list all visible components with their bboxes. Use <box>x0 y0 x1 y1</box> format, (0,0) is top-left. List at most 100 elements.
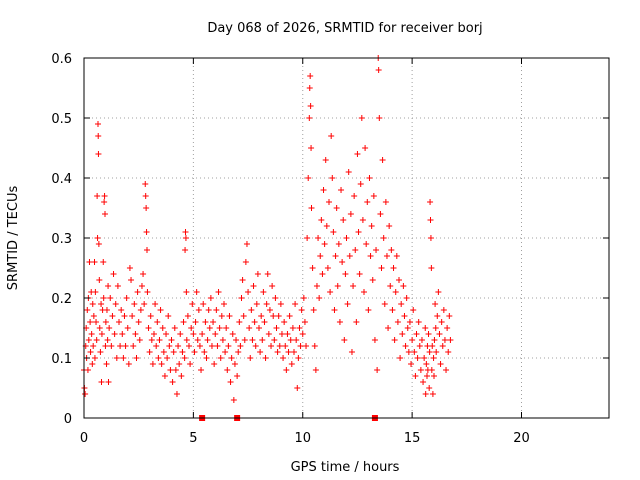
data-point <box>205 307 212 313</box>
data-point <box>429 391 436 397</box>
data-point <box>192 319 199 325</box>
data-point <box>98 301 105 307</box>
data-point <box>202 319 209 325</box>
data-point <box>333 205 340 211</box>
data-point <box>229 331 236 337</box>
data-point <box>298 307 305 313</box>
data-point <box>416 343 423 349</box>
data-point <box>265 331 272 337</box>
data-point <box>250 283 257 289</box>
data-point <box>246 325 253 331</box>
data-point <box>345 169 352 175</box>
data-point <box>143 229 150 235</box>
data-point <box>258 313 265 319</box>
data-point <box>344 301 351 307</box>
data-point <box>129 313 136 319</box>
data-point <box>393 253 400 259</box>
data-point <box>170 349 177 355</box>
data-point <box>114 283 121 289</box>
data-point <box>319 271 326 277</box>
data-point <box>206 325 213 331</box>
data-point <box>256 325 262 331</box>
data-point <box>315 235 322 241</box>
data-point <box>164 355 171 361</box>
data-point <box>231 361 238 367</box>
data-point <box>377 211 384 217</box>
data-point <box>89 301 96 307</box>
data-point <box>307 73 314 79</box>
data-point <box>380 235 387 241</box>
data-point <box>331 307 338 313</box>
data-point <box>253 301 260 307</box>
data-point <box>397 355 404 361</box>
data-point <box>144 247 150 253</box>
data-point <box>132 331 139 337</box>
data-point <box>426 349 433 355</box>
data-point <box>336 319 343 325</box>
data-point <box>433 349 440 355</box>
data-point <box>105 283 112 289</box>
data-point <box>427 199 434 205</box>
data-point <box>423 361 430 367</box>
data-point <box>385 325 392 331</box>
data-point <box>194 337 201 343</box>
x-tick-label: 15 <box>404 431 421 446</box>
data-point <box>95 241 102 247</box>
data-point <box>371 337 378 343</box>
data-point <box>431 373 437 379</box>
data-point <box>335 241 342 247</box>
data-point <box>374 367 381 373</box>
grid-lines <box>84 58 609 418</box>
data-point <box>273 325 280 331</box>
data-point <box>399 331 406 337</box>
data-point <box>291 349 297 355</box>
data-point <box>149 361 156 367</box>
data-point <box>91 355 98 361</box>
data-point <box>234 373 241 379</box>
data-point <box>357 181 364 187</box>
data-point <box>271 337 278 343</box>
data-point <box>163 331 170 337</box>
data-point <box>340 217 347 223</box>
data-point <box>387 283 394 289</box>
data-point <box>288 361 295 367</box>
data-point <box>322 157 329 163</box>
data-point <box>225 343 232 349</box>
data-point <box>284 331 291 337</box>
data-point <box>100 295 107 301</box>
data-point <box>263 301 270 307</box>
data-point <box>417 367 424 373</box>
data-point <box>348 349 355 355</box>
data-point <box>400 283 407 289</box>
data-point <box>364 199 371 205</box>
data-point <box>339 259 346 265</box>
data-point <box>447 337 454 343</box>
data-point <box>406 319 413 325</box>
data-point <box>217 355 224 361</box>
data-point <box>361 289 367 295</box>
data-point <box>303 343 310 349</box>
data-point <box>118 307 125 313</box>
data-point <box>353 319 360 325</box>
y-axis-label: SRMTID / TECUs <box>6 186 21 291</box>
chart-title: Day 068 of 2026, SRMTID for receiver bor… <box>207 21 482 36</box>
data-point <box>282 343 289 349</box>
data-point <box>121 313 128 319</box>
data-point <box>89 361 96 367</box>
data-point <box>177 331 184 337</box>
data-point <box>276 343 283 349</box>
data-point <box>427 217 434 223</box>
data-point <box>182 229 189 235</box>
data-point <box>368 223 375 229</box>
data-point <box>222 349 229 355</box>
data-point <box>227 379 234 385</box>
data-point <box>91 259 98 265</box>
data-point <box>252 343 259 349</box>
data-point <box>145 325 152 331</box>
data-point <box>104 337 111 343</box>
data-point <box>375 67 382 73</box>
data-point <box>144 289 151 295</box>
data-point <box>338 187 345 193</box>
data-point <box>98 331 105 337</box>
data-point <box>287 337 294 343</box>
